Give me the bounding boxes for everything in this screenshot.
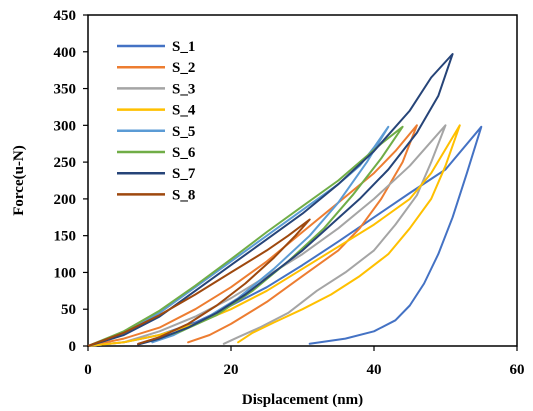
y-tick-label: 250 [54, 155, 77, 171]
x-tick-label: 40 [367, 362, 382, 378]
series-layer [87, 53, 483, 347]
legend-label: S_4 [172, 103, 196, 119]
y-tick-label: 350 [54, 82, 77, 98]
y-axis-title: Force(u-N) [11, 145, 27, 216]
y-tick-label: 150 [54, 229, 77, 245]
x-axis-title: Displacement (nm) [242, 392, 363, 408]
y-tick-label: 200 [54, 192, 77, 208]
y-tick-label: 0 [69, 339, 77, 355]
legend-label: S_6 [172, 145, 196, 161]
x-tick-label: 60 [510, 362, 525, 378]
y-tick-label: 100 [54, 265, 77, 281]
y-tick-label: 50 [61, 302, 76, 318]
series-line-s-8 [87, 218, 311, 347]
legend: S_1 S_2 S_3 S_4 S_5 S_6 S_7 S_8 [117, 39, 196, 203]
x-tick-label: 20 [224, 362, 239, 378]
plot-frame [87, 14, 518, 347]
legend-label: S_5 [172, 124, 195, 140]
legend-label: S_3 [172, 81, 195, 97]
y-tick-label: 400 [54, 45, 77, 61]
legend-label: S_1 [172, 39, 195, 55]
series-line-s-2 [87, 124, 418, 347]
x-tick-label: 0 [84, 362, 92, 378]
series-line-s-7 [87, 53, 454, 347]
plot-area [87, 14, 518, 347]
y-tick-label: 450 [54, 8, 77, 24]
legend-label: S_2 [172, 60, 195, 76]
legend-label: S_8 [172, 187, 195, 203]
legend-label: S_7 [172, 166, 196, 182]
y-tick-label: 300 [54, 118, 77, 134]
axes-layer: 0 50 100 150 200 250 300 350 400 450 0 20 40 60 [54, 8, 525, 378]
